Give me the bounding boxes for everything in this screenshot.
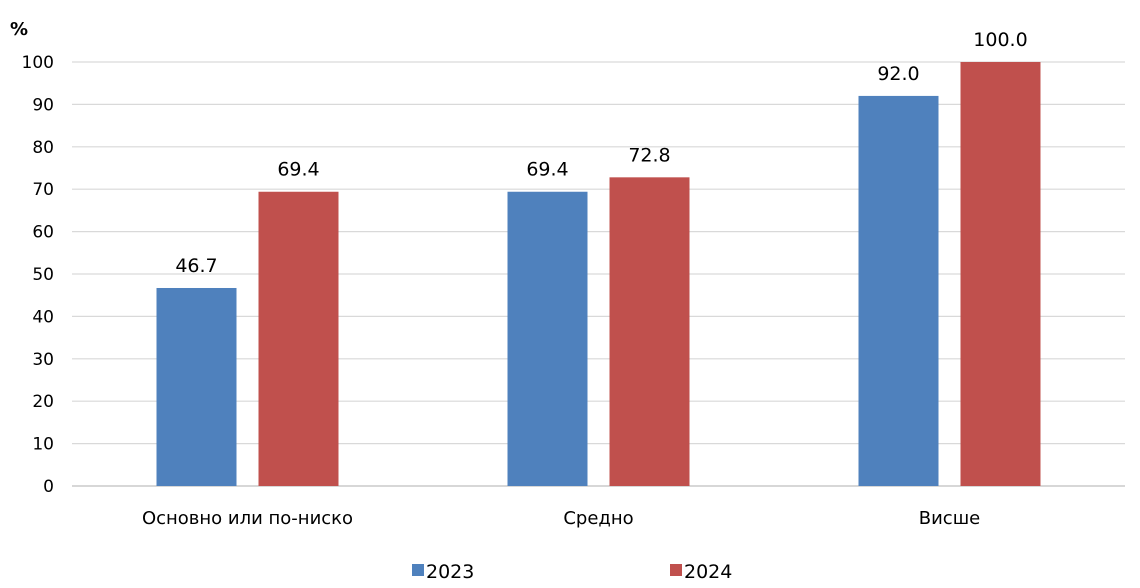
category-label: Висше	[919, 508, 981, 529]
bar-2023-0	[156, 287, 237, 486]
y-tick-label: 20	[32, 392, 54, 412]
data-label: 46.7	[175, 255, 217, 277]
y-tick-label: 90	[32, 95, 54, 115]
bars	[156, 62, 1041, 487]
data-label: 92.0	[877, 63, 919, 85]
y-tick-label: 60	[32, 223, 54, 243]
y-tick-label: 80	[32, 138, 54, 158]
bar-2023-1	[507, 191, 588, 486]
data-label: 72.8	[628, 144, 670, 166]
y-tick-label: 30	[32, 350, 54, 370]
legend-label: 2024	[684, 561, 732, 583]
y-tick-label: 70	[32, 180, 54, 200]
bar-2023-2	[858, 95, 939, 487]
data-label: 69.4	[526, 159, 568, 181]
legend-swatch-2023	[412, 564, 424, 576]
x-axis-categories: Основно или по-ниско Средно Висше	[142, 508, 980, 529]
data-label: 69.4	[277, 159, 319, 181]
category-label: Основно или по-ниско	[142, 508, 353, 529]
data-labels: 46.7 69.4 69.4 72.8 92.0 100.0	[175, 29, 1027, 277]
legend-swatch-2024	[670, 564, 682, 576]
y-tick-label: 0	[43, 477, 54, 497]
bar-2024-1	[609, 177, 690, 486]
y-unit-label: %	[10, 19, 28, 40]
bar-2024-0	[258, 191, 339, 486]
legend: 2023 2024	[412, 561, 732, 583]
bar-2024-2	[960, 62, 1041, 486]
y-tick-label: 50	[32, 265, 54, 285]
y-tick-label: 100	[22, 53, 54, 73]
y-axis-ticks: 0 10 20 30 40 50 60 70 80 90 100	[22, 53, 54, 497]
y-tick-label: 10	[32, 435, 54, 455]
category-label: Средно	[563, 508, 633, 529]
data-label: 100.0	[973, 29, 1027, 51]
gridlines	[72, 61, 1125, 487]
legend-label: 2023	[426, 561, 474, 583]
y-tick-label: 40	[32, 307, 54, 327]
